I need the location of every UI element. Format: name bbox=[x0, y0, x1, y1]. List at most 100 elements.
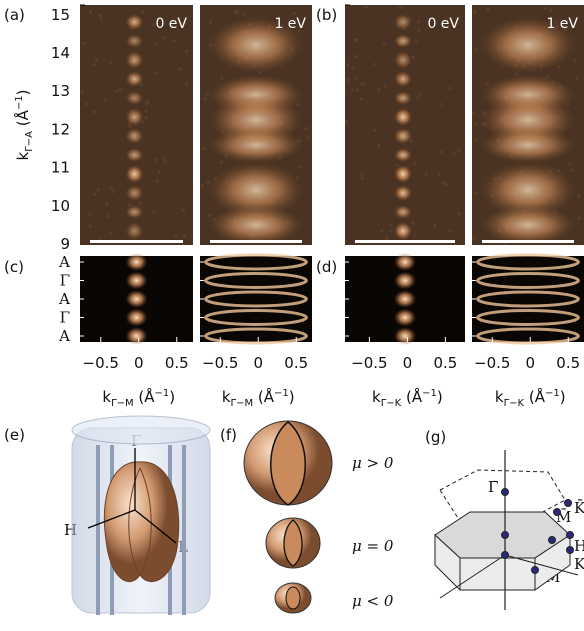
noise bbox=[383, 43, 386, 46]
noise bbox=[352, 66, 355, 69]
mu-label: μ > 0 bbox=[352, 454, 394, 472]
noise bbox=[474, 11, 477, 14]
spot bbox=[394, 148, 412, 162]
x-tick-label: 0.5 bbox=[284, 354, 308, 372]
symmetry-label: Γ bbox=[60, 272, 70, 290]
spot bbox=[394, 222, 412, 240]
baseline bbox=[355, 240, 455, 243]
calc-spot bbox=[126, 253, 148, 271]
noise bbox=[104, 98, 107, 101]
unit: (Å bbox=[524, 387, 546, 406]
close: ) bbox=[289, 388, 295, 406]
blob bbox=[481, 205, 575, 245]
noise bbox=[543, 7, 546, 10]
noise bbox=[355, 39, 358, 42]
axis-label: kΓ−A (Å−1) bbox=[13, 90, 35, 161]
noise bbox=[355, 77, 358, 80]
y-tick-label: 15 bbox=[51, 6, 70, 24]
spot bbox=[126, 148, 144, 162]
x-tick-label: 0.5 bbox=[433, 354, 457, 372]
noise bbox=[83, 42, 86, 45]
symmetry-label: A bbox=[58, 290, 70, 308]
noise bbox=[182, 209, 185, 212]
noise bbox=[111, 190, 114, 193]
superscript: −1 bbox=[422, 388, 437, 399]
energy-label: 1 eV bbox=[546, 16, 578, 32]
noise bbox=[99, 14, 102, 17]
panel-label: (g) bbox=[425, 428, 446, 446]
panel-label: (f) bbox=[220, 426, 237, 444]
noise bbox=[365, 6, 368, 9]
blob bbox=[209, 127, 303, 163]
noise bbox=[145, 116, 148, 119]
unit: (Å bbox=[13, 109, 32, 131]
panel-label: (d) bbox=[316, 258, 337, 276]
noise bbox=[206, 92, 209, 95]
close: ) bbox=[14, 90, 32, 96]
superscript: −1 bbox=[14, 95, 25, 110]
noise bbox=[453, 152, 456, 155]
spot bbox=[126, 222, 144, 240]
noise bbox=[110, 187, 113, 190]
spot bbox=[394, 51, 412, 69]
x-tick-label: −0.5 bbox=[83, 354, 119, 372]
x-tick-label: 0.5 bbox=[556, 354, 580, 372]
energy-label: 0 eV bbox=[427, 16, 459, 32]
noise bbox=[306, 137, 309, 140]
noise bbox=[201, 184, 204, 187]
noise bbox=[89, 213, 92, 216]
noise bbox=[153, 211, 156, 214]
noise bbox=[119, 88, 122, 91]
k: k bbox=[495, 388, 504, 406]
spot bbox=[126, 34, 144, 48]
y-tick-label: 12 bbox=[51, 120, 70, 138]
noise bbox=[299, 166, 302, 169]
y-tick-label: 10 bbox=[51, 197, 70, 215]
bz-point: K bbox=[574, 555, 584, 573]
noise bbox=[360, 173, 363, 176]
x-tick-label: 0 bbox=[253, 354, 263, 372]
noise bbox=[577, 194, 580, 197]
noise bbox=[399, 6, 402, 9]
subscript: Γ−K bbox=[381, 398, 402, 409]
noise bbox=[437, 173, 440, 176]
k: k bbox=[222, 388, 231, 406]
noise bbox=[472, 112, 475, 115]
noise bbox=[183, 235, 186, 238]
noise bbox=[474, 48, 477, 51]
x-tick-label: 0 bbox=[403, 354, 413, 372]
noise bbox=[442, 181, 445, 184]
noise bbox=[549, 8, 552, 11]
noise bbox=[575, 77, 578, 80]
superscript: −1 bbox=[545, 388, 560, 399]
panel-e-drawing bbox=[72, 416, 210, 615]
noise bbox=[415, 39, 418, 42]
blob bbox=[481, 127, 575, 163]
spot bbox=[394, 71, 412, 87]
spot bbox=[126, 205, 144, 219]
noise bbox=[386, 237, 389, 240]
calc-spot bbox=[394, 309, 416, 327]
spot bbox=[394, 108, 412, 126]
noise bbox=[203, 147, 206, 150]
noise bbox=[419, 93, 422, 96]
noise bbox=[578, 217, 581, 220]
unit: (Å bbox=[401, 387, 423, 406]
y-tick-label: 13 bbox=[51, 82, 70, 100]
y-tick-label: 11 bbox=[51, 159, 70, 177]
panel-label: (c) bbox=[4, 258, 24, 276]
noise bbox=[97, 188, 100, 191]
noise bbox=[351, 88, 354, 91]
axis-label: kΓ−M (Å−1) bbox=[222, 387, 295, 409]
panel-label: (a) bbox=[4, 6, 25, 24]
noise bbox=[416, 96, 419, 99]
spot bbox=[126, 108, 144, 126]
calc-spot bbox=[394, 327, 416, 345]
noise bbox=[93, 63, 96, 66]
noise bbox=[243, 13, 246, 16]
noise bbox=[458, 149, 461, 152]
baseline bbox=[482, 240, 574, 243]
x-tick-label: 0 bbox=[525, 354, 535, 372]
noise bbox=[207, 181, 210, 184]
noise bbox=[85, 103, 88, 106]
